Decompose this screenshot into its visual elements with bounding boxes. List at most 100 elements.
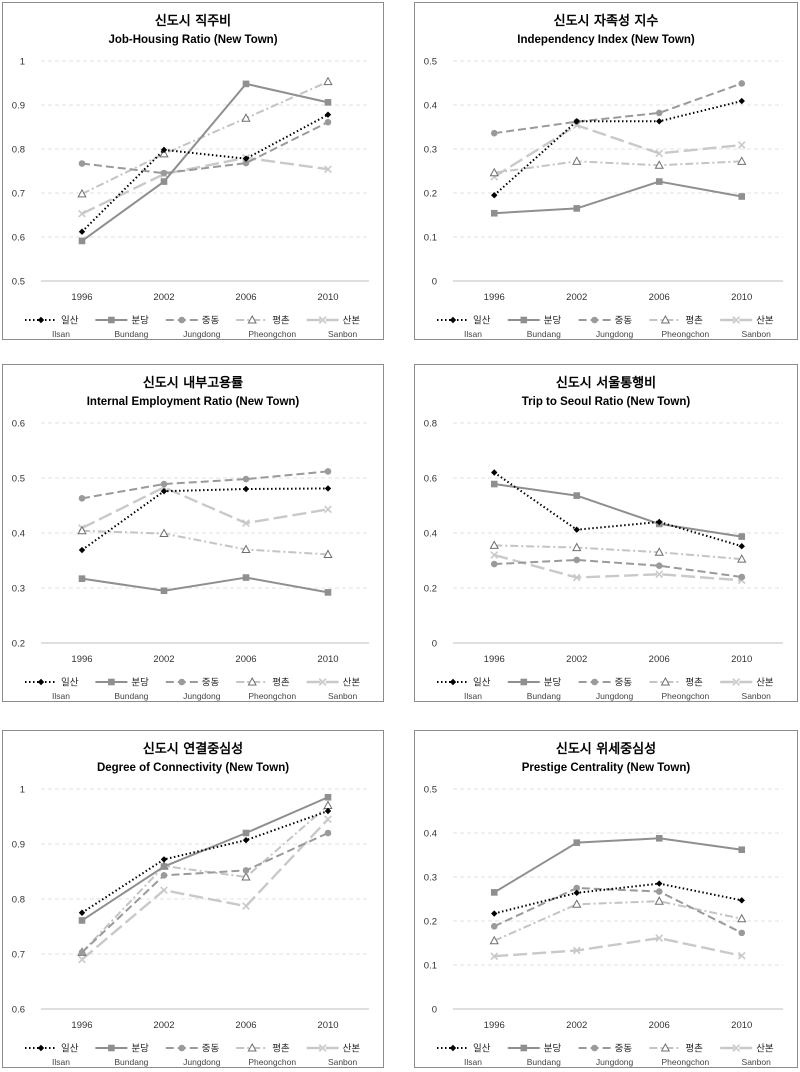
legend-marker <box>660 314 671 324</box>
legend-marker <box>732 678 741 686</box>
data-point <box>656 518 663 526</box>
data-point <box>160 856 168 863</box>
y-tick-label: 0.3 <box>12 584 25 595</box>
series-line <box>493 887 743 934</box>
legend-marker <box>318 1044 327 1052</box>
legend-label-kr: 분당 <box>544 316 562 327</box>
data-point <box>323 76 333 86</box>
x-tick-label: 2006 <box>235 1020 256 1031</box>
y-tick-label: 0.7 <box>12 189 25 200</box>
data-point <box>573 526 580 533</box>
data-point <box>242 829 250 837</box>
legend-label-en: Bundang <box>527 691 561 701</box>
panel-job-housing-ratio: 신도시 직주비 Job-Housing Ratio (New Town) 0.5 0.… <box>2 2 384 340</box>
data-point <box>491 469 498 476</box>
x-tick-label: 2002 <box>153 292 174 303</box>
legend-marker <box>178 1044 186 1052</box>
legend-marker <box>660 1042 671 1052</box>
legend-label-en: Sanbon <box>328 1057 358 1067</box>
series-bundang <box>78 793 332 924</box>
y-tick-label: 0 <box>432 277 437 288</box>
data-point <box>241 544 251 553</box>
y-tick-label: 0.1 <box>424 233 437 244</box>
series-line <box>81 804 329 954</box>
legend-label-en: Bundang <box>114 1057 148 1067</box>
legend-marker <box>520 678 528 686</box>
series-pheongchon <box>489 156 747 177</box>
data-point <box>573 556 581 564</box>
data-point <box>489 540 499 549</box>
data-point <box>324 118 332 126</box>
legend: 일산 Ilsan 분당 Bundang 중동 Jungdong 평촌 Pheongchon 산본… <box>437 1042 774 1067</box>
chart-subtitle: Job-Housing Ratio (New Town) <box>108 34 277 46</box>
data-point <box>655 562 663 570</box>
legend-label-kr: 중동 <box>615 1044 633 1055</box>
x-tick-label: 2006 <box>235 654 256 665</box>
panel-trip-to-seoul-ratio: 신도시 서울통행비 Trip to Seoul Ratio (New Town) 0… <box>414 364 798 702</box>
chart-subtitle: Degree of Connectivity (New Town) <box>97 762 289 774</box>
data-point <box>490 952 499 961</box>
series-pheongchon <box>77 525 333 558</box>
series-line <box>494 483 742 538</box>
x-tick-label: 2010 <box>731 654 752 665</box>
data-point <box>490 209 498 217</box>
legend-label-kr: 분당 <box>544 678 562 689</box>
data-point <box>572 156 582 165</box>
legend-marker <box>37 1044 45 1052</box>
data-point <box>737 951 746 960</box>
data-point <box>324 468 332 475</box>
series-pheongchon <box>489 540 747 563</box>
legend-label-kr: 일산 <box>473 1044 491 1055</box>
data-point <box>242 867 250 874</box>
data-point <box>573 492 581 499</box>
x-tick-label: 2002 <box>566 292 587 303</box>
legend-marker <box>732 1044 741 1052</box>
legend-label-kr: 일산 <box>473 316 491 327</box>
data-point <box>77 525 87 535</box>
data-point <box>324 111 332 118</box>
legend-marker <box>449 316 457 324</box>
y-tick-label: 0.6 <box>12 1005 25 1016</box>
y-tick-label: 0.3 <box>424 873 437 884</box>
x-tick-label: 2010 <box>317 292 338 303</box>
data-point <box>738 80 746 87</box>
series-pheongchon <box>489 896 747 945</box>
legend-label-en: Bundang <box>114 329 148 339</box>
data-point <box>490 129 498 137</box>
legend-label-kr: 평촌 <box>272 316 290 327</box>
series-ilsan <box>78 485 332 554</box>
y-tick-label: 0 <box>432 1005 437 1016</box>
legend-marker <box>37 316 45 324</box>
x-tick-label: 2002 <box>153 654 174 665</box>
panel-internal-employment-ratio: 신도시 내부고용률 Internal Employment Ratio (New … <box>2 364 384 702</box>
y-tick-label: 0.2 <box>424 584 437 595</box>
y-tick-label: 0.2 <box>12 639 25 650</box>
legend-label-kr: 일산 <box>473 678 491 689</box>
x-tick-label: 1996 <box>484 292 505 303</box>
series-line <box>494 160 742 174</box>
legend-marker <box>108 678 115 686</box>
legend-label-en: Pheongchon <box>248 329 296 339</box>
data-point <box>490 889 498 896</box>
data-point <box>324 793 332 801</box>
y-tick-label: 0 <box>432 639 437 650</box>
legend: 일산 Ilsan 분당 Bundang 중동 Jungdong 평촌 Pheongchon 산본… <box>25 314 360 339</box>
y-tick-label: 0.4 <box>12 529 25 540</box>
x-tick-label: 1996 <box>71 1020 92 1031</box>
x-tick-label: 2010 <box>317 1020 338 1031</box>
legend-marker <box>520 1044 528 1052</box>
series-line <box>81 810 329 914</box>
legend-marker <box>318 678 327 686</box>
data-point <box>656 118 663 125</box>
data-point <box>242 475 250 483</box>
series-line <box>81 470 329 500</box>
legend-label-en: Pheongchon <box>662 329 710 339</box>
data-point <box>323 549 333 558</box>
y-tick-label: 0.4 <box>424 101 437 112</box>
legend-label-kr: 평촌 <box>685 316 703 327</box>
legend-marker <box>591 316 598 324</box>
series-line <box>81 80 329 195</box>
legend-label-kr: 분당 <box>131 1044 149 1055</box>
data-point <box>491 192 498 199</box>
data-point <box>160 488 168 495</box>
